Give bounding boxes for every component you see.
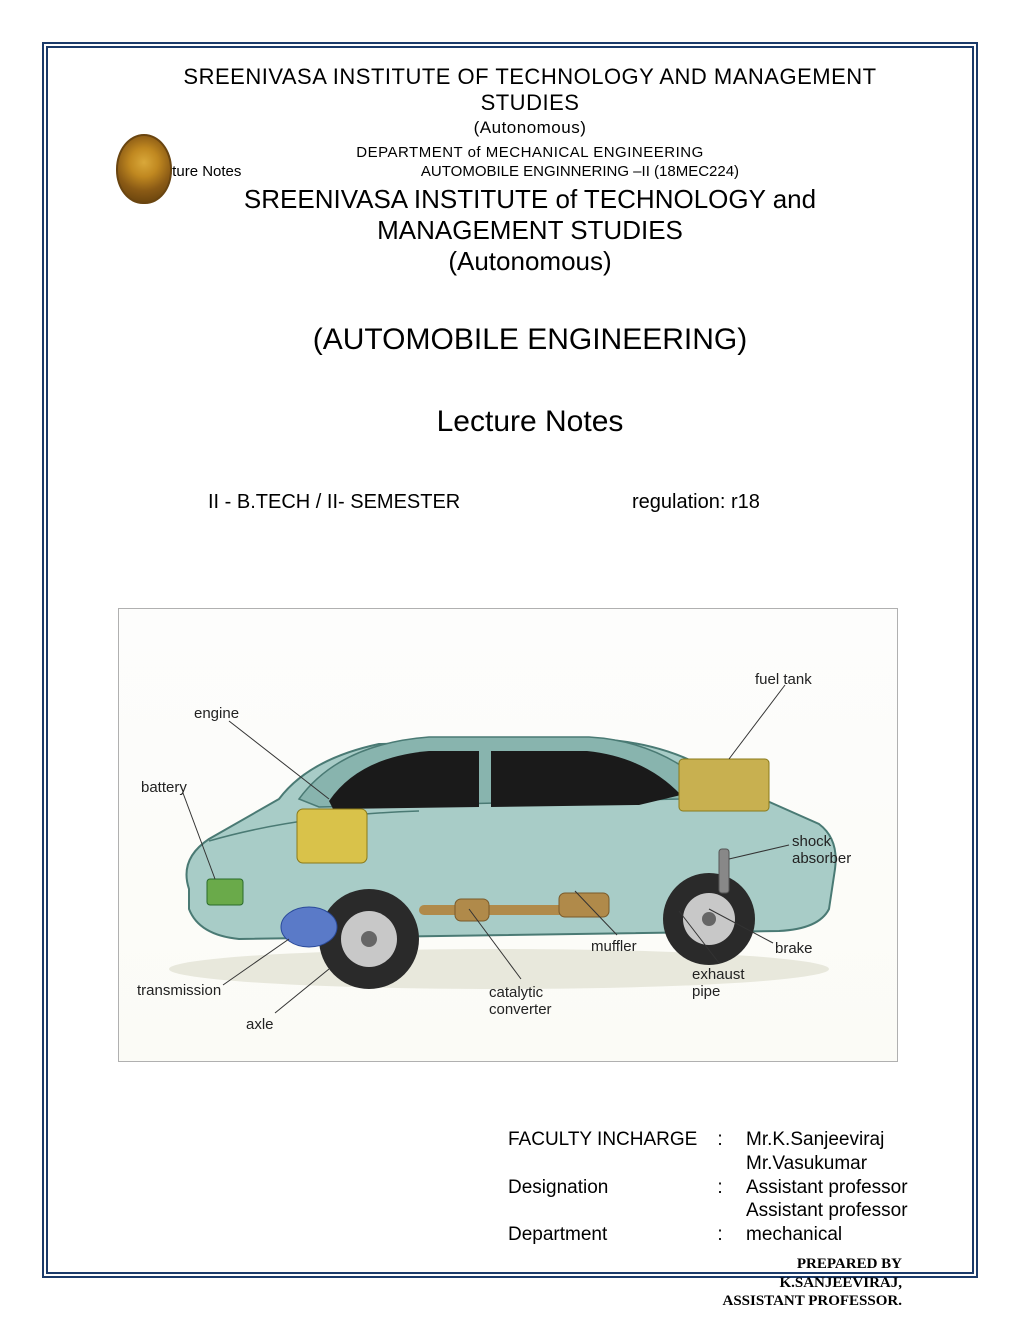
title-doc-type: Lecture Notes (148, 405, 912, 439)
faculty-colon-4: : (708, 1223, 732, 1247)
faculty-key-1 (508, 1152, 708, 1176)
faculty-key-2: Designation (508, 1176, 708, 1200)
car-label-muffler: muffler (591, 938, 637, 955)
faculty-key-3 (508, 1199, 708, 1223)
car-label-transmission: transmission (137, 982, 221, 999)
car-diagram: engine battery transmission axle catalytic c… (118, 608, 898, 1062)
faculty-colon-1 (708, 1152, 732, 1176)
faculty-row-4: Department : mechanical (508, 1223, 912, 1247)
faculty-row-2: Designation : Assistant professor (508, 1176, 912, 1200)
car-label-fuel-tank: fuel tank (755, 671, 812, 688)
faculty-val-2: Assistant professor (732, 1176, 912, 1200)
header-course-code: AUTOMOBILE ENGINNERING –II (18MEC224) (368, 163, 912, 180)
car-label-shock-absorber: shock absorber (792, 833, 851, 867)
header-course-row: Lecture Notes AUTOMOBILE ENGINNERING –II… (148, 163, 912, 180)
car-label-exhaust-pipe: exhaust pipe (692, 966, 745, 1000)
faculty-row-0: FACULTY INCHARGE : Mr.K.Sanjeeviraj (508, 1128, 912, 1152)
title-subject: (AUTOMOBILE ENGINEERING) (148, 323, 912, 357)
prepared-line1: PREPARED BY (148, 1255, 902, 1274)
title-institute-line1: SREENIVASA INSTITUTE of TECHNOLOGY and M… (148, 184, 912, 246)
faculty-row-1: Mr.Vasukumar (508, 1152, 912, 1176)
prepared-line2: K.SANJEEVIRAJ, (148, 1274, 902, 1293)
regulation-label: regulation: r18 (632, 491, 892, 514)
faculty-key-0: FACULTY INCHARGE (508, 1128, 708, 1152)
header-lecture-notes-label: Lecture Notes (148, 163, 368, 180)
prepared-by-block: PREPARED BY K.SANJEEVIRAJ, ASSISTANT PRO… (148, 1255, 912, 1311)
program-label: II - B.TECH / II- SEMESTER (208, 491, 632, 514)
header-autonomous: (Autonomous) (148, 118, 912, 138)
faculty-block: FACULTY INCHARGE : Mr.K.Sanjeeviraj Mr.V… (508, 1128, 912, 1247)
car-label-axle: axle (246, 1016, 274, 1033)
faculty-val-1: Mr.Vasukumar (732, 1152, 912, 1176)
institute-logo (116, 134, 172, 204)
car-label-catalytic-converter: catalytic converter (489, 984, 552, 1018)
faculty-val-3: Assistant professor (732, 1199, 912, 1223)
faculty-colon-2: : (708, 1176, 732, 1200)
header-institute: SREENIVASA INSTITUTE OF TECHNOLOGY AND M… (148, 64, 912, 116)
faculty-val-4: mechanical (732, 1223, 912, 1247)
faculty-val-0: Mr.K.Sanjeeviraj (732, 1128, 912, 1152)
prepared-line3: ASSISTANT PROFESSOR. (148, 1292, 902, 1311)
faculty-row-3: Assistant professor (508, 1199, 912, 1223)
program-row: II - B.TECH / II- SEMESTER regulation: r… (148, 491, 912, 514)
page-frame: SREENIVASA INSTITUTE OF TECHNOLOGY AND M… (42, 42, 978, 1278)
car-label-engine: engine (194, 705, 239, 722)
faculty-colon-3 (708, 1199, 732, 1223)
header-department: DEPARTMENT of MECHANICAL ENGINEERING (148, 144, 912, 161)
faculty-colon-0: : (708, 1128, 732, 1152)
car-label-brake: brake (775, 940, 813, 957)
faculty-key-4: Department (508, 1223, 708, 1247)
title-institute-line2: (Autonomous) (148, 246, 912, 277)
car-label-battery: battery (141, 779, 187, 796)
